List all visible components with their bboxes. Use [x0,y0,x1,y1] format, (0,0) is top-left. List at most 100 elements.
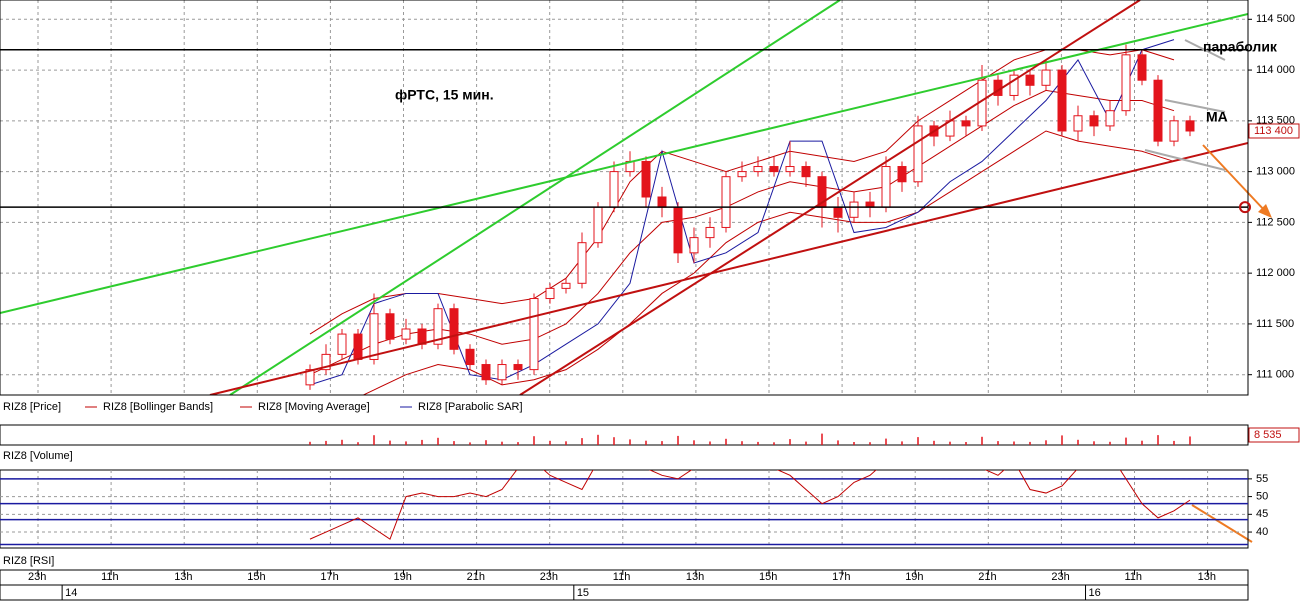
candle-body [449,308,459,350]
candle-body [305,369,315,386]
annotation: параболик [1203,39,1278,55]
date-label: 15 [577,587,589,599]
arrow [1202,144,1267,213]
candle-body [1025,74,1035,86]
panel-frame [0,469,1249,549]
y-tick-label: 40 [1256,526,1268,538]
x-tick-label: 23h [1051,571,1069,583]
y-tick-label: 50 [1256,490,1268,502]
x-tick-label: 23h [28,571,46,583]
legend-item: RIZ8 [Parabolic SAR] [418,401,523,413]
drawings [0,0,1248,395]
candle-body [529,298,539,371]
y-tick-label: 114 000 [1256,64,1295,76]
candle-body [481,364,491,381]
candle-body [1169,120,1179,142]
x-tick-label: 19h [905,571,923,583]
candle-body [1185,120,1195,132]
candle-body [1153,79,1163,142]
date-label: 14 [65,587,77,599]
x-tick-label: 21h [978,571,996,583]
y-tick-label: 45 [1256,508,1268,520]
candle-body [593,206,603,244]
candle-body [961,120,971,127]
legend-item: RIZ8 [Price] [3,401,61,413]
candle-body [577,242,587,284]
candle-body [657,196,667,208]
x-tick-label: 13h [1198,571,1216,583]
candle-body [769,166,779,173]
x-tick-label: 15h [247,571,265,583]
x-tick-label: 19h [394,571,412,583]
candle-body [561,282,571,289]
y-tick-label: 111 500 [1256,318,1294,330]
x-tick-label: 17h [320,571,338,583]
pointer [1144,149,1226,171]
last-volume-box [1248,427,1300,443]
candle-body [1089,115,1099,127]
y-tick-label: 112 000 [1256,267,1295,279]
candle-body [401,328,411,340]
x-tick-label: 15h [759,571,777,583]
candle-body [497,364,507,381]
candle-body [1057,69,1067,132]
panel-frame [0,0,1249,396]
bollinger-lower [362,130,1175,395]
candle-body [785,166,795,173]
trend-line [519,0,1141,395]
price-panel [0,0,1248,395]
candle-body [337,333,347,355]
candle-body [433,308,443,345]
last-price-box [1248,123,1300,139]
candle-body [465,348,475,366]
candle-body [1041,69,1051,86]
x-tick-label: 13h [686,571,704,583]
y-tick-label: 113 000 [1256,166,1295,178]
arrow-head [1258,204,1272,218]
candle-body [705,226,715,239]
trend-line [229,0,841,395]
candle-body [369,313,379,360]
candle-body [721,176,731,228]
x-tick-label: 11h [613,571,631,583]
candle-body [881,166,891,208]
candle-body [1105,110,1115,127]
legend-item: RIZ8 [Bollinger Bands] [103,401,213,413]
annotation: MA [1206,109,1228,125]
level-marker [1239,201,1251,214]
y-tick-label: 112 500 [1256,216,1295,228]
candle-body [385,313,395,340]
candle-body [737,171,747,178]
candle-body [545,287,555,300]
candle-body [689,237,699,254]
candle-body [753,166,763,173]
panel-label: RIZ8 [RSI] [3,555,54,567]
candle-body [833,206,843,218]
candle-body [513,364,523,371]
candle-body [321,353,331,371]
legend-item: RIZ8 [Moving Average] [258,401,370,413]
x-tick-label: 13h [174,571,192,583]
pointer [1184,39,1226,61]
candle-body [913,125,923,183]
x-tick-label: 21h [467,571,485,583]
x-tick-label: 11h [1125,571,1143,583]
candle-body [1137,54,1147,81]
pointer [1164,99,1226,113]
candle-body [1009,74,1019,96]
candle-body [1121,54,1131,112]
panel-frame [0,424,1249,446]
candle-body [897,166,907,183]
arrow [1191,504,1253,543]
candle-body [353,333,363,360]
candle-body [849,201,859,218]
x-tick-label: 23h [540,571,558,583]
rsi-line [309,470,1191,540]
last-volume-label: 8 535 [1254,429,1282,441]
x-tick-label: 11h [101,571,119,583]
date-label: 16 [1089,587,1101,599]
panel-label: RIZ8 [Volume] [3,450,73,462]
candle-body [673,206,683,254]
